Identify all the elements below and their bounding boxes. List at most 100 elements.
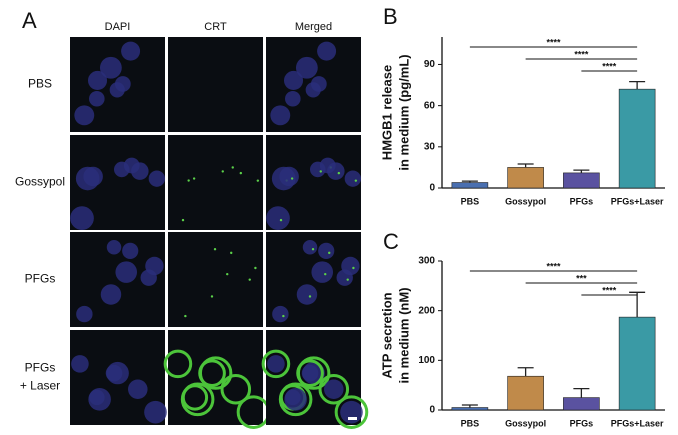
column-header: Merged (295, 21, 332, 33)
error-bar (461, 180, 478, 183)
nucleus (344, 170, 362, 187)
nucleus (270, 105, 291, 126)
nucleus (122, 242, 139, 260)
crt-dot (181, 218, 185, 222)
x-tick-label: PFGs+Laser (611, 418, 664, 428)
nucleus (128, 379, 148, 399)
row-label: + Laser (20, 379, 60, 393)
nucleus (310, 76, 327, 92)
nucleus (266, 206, 290, 230)
crt-dot (248, 278, 251, 281)
bar (618, 88, 656, 189)
crt-dot (231, 166, 234, 169)
crt-signal (220, 373, 252, 405)
crt-dot (213, 248, 217, 251)
bar (451, 182, 489, 189)
nucleus (148, 170, 166, 187)
nucleus (302, 239, 318, 255)
nucleus (144, 400, 167, 424)
error-bar (517, 367, 534, 377)
nucleus (99, 56, 122, 79)
nucleus (114, 76, 131, 92)
nucleus (309, 161, 326, 178)
y-tick-label: 0 (429, 405, 435, 416)
bar (618, 316, 656, 411)
bar (563, 397, 600, 411)
crt-dot (221, 170, 224, 173)
nucleus (267, 355, 285, 373)
crt-dot (290, 177, 294, 180)
nucleus (74, 105, 95, 126)
y-tick-label: 30 (424, 141, 436, 152)
crt-signal (334, 395, 369, 429)
column-header: CRT (204, 21, 227, 33)
crt-dot (311, 248, 315, 251)
row-label: PBS (28, 77, 52, 91)
y-axis-label: in medium (nM) (396, 287, 411, 383)
x-tick-label: Gossypol (505, 196, 546, 206)
crt-dot (279, 218, 283, 222)
crt-signal (296, 359, 324, 387)
crt-dot (319, 170, 322, 173)
crt-dot (282, 314, 285, 318)
scale-bar (348, 417, 357, 420)
micrograph (168, 330, 263, 425)
y-tick-label: 60 (424, 100, 436, 111)
row-label: PFGs (25, 361, 56, 375)
crt-dot (226, 272, 229, 276)
row-label: PFGs (25, 272, 56, 286)
nucleus (113, 161, 130, 178)
crt-dot (192, 177, 196, 180)
nucleus (341, 256, 360, 276)
crt-dot (308, 295, 312, 298)
crt-dot (256, 179, 260, 182)
y-axis-label: ATP secretion (379, 292, 394, 378)
significance-label: **** (602, 61, 617, 71)
row-label: Gossypol (15, 175, 65, 189)
nucleus (317, 41, 337, 61)
nucleus (70, 206, 94, 230)
nucleus (301, 364, 319, 382)
nucleus (295, 56, 318, 79)
nucleus (284, 388, 307, 411)
y-tick-label: 90 (424, 59, 436, 70)
nucleus (324, 379, 344, 399)
nucleus (311, 261, 334, 283)
nucleus (89, 90, 105, 107)
crt-dot (346, 278, 349, 281)
micrograph (168, 37, 263, 132)
nucleus (76, 305, 93, 323)
y-tick-label: 0 (429, 183, 435, 194)
error-bar (517, 163, 534, 168)
error-bar (629, 291, 646, 318)
nucleus (115, 261, 138, 283)
error-bar (629, 80, 646, 90)
significance-label: **** (546, 37, 561, 47)
panel-label: A (22, 8, 37, 33)
crt-dot (184, 314, 187, 318)
panel-label: B (383, 4, 398, 29)
x-tick-label: PBS (461, 196, 480, 206)
significance-label: **** (546, 261, 561, 271)
crt-dot (328, 251, 331, 255)
nucleus (88, 388, 111, 411)
nucleus (296, 284, 318, 305)
nucleus (83, 166, 103, 187)
crt-dot (324, 272, 327, 276)
nucleus (145, 256, 164, 276)
x-tick-label: PBS (461, 418, 480, 428)
x-tick-label: Gossypol (505, 418, 546, 428)
significance-label: *** (576, 273, 587, 283)
nucleus (285, 90, 301, 107)
crt-dot (354, 179, 358, 182)
crt-dot (337, 171, 341, 175)
nucleus (272, 305, 289, 323)
bar (563, 172, 600, 189)
error-bar (461, 404, 478, 408)
micrograph (168, 135, 263, 230)
error-bar (573, 387, 590, 398)
nucleus (279, 166, 299, 187)
column-header: DAPI (105, 21, 131, 33)
y-tick-label: 200 (418, 305, 435, 316)
